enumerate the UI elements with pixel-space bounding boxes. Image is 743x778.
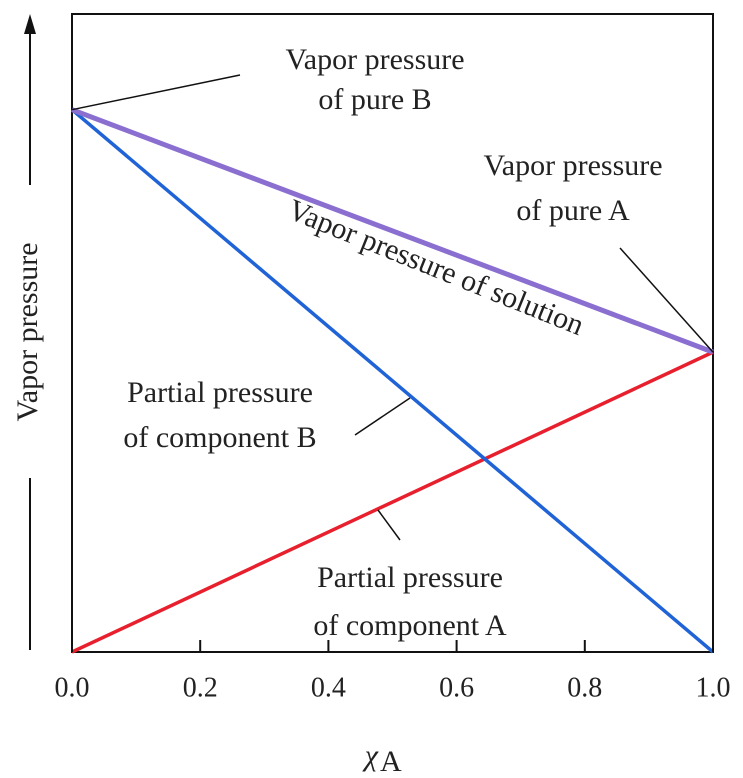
x-tick-label: 1.0 [696,672,731,703]
x-tick-label: 0.6 [439,672,474,703]
x-tick-label: 0.8 [567,672,602,703]
x-axis-label: χ [362,739,379,772]
leader-line [354,397,411,436]
leader-line [619,247,714,353]
annotation: of pure A [516,194,630,227]
x-tick-label: 0.4 [311,672,346,703]
series-line [71,107,714,355]
y-axis-label: Vapor pressure [11,242,44,421]
series-line [70,108,715,654]
series-label: of component A [313,609,507,642]
plot-frame [71,13,714,653]
leader-line [71,74,241,111]
annotation: Vapor pressure [483,149,662,182]
x-tick-label: 0.2 [183,672,218,703]
series-label: of component B [123,421,316,454]
x-axis-label-sub: A [380,745,402,778]
series-label: Partial pressure [127,376,313,409]
series-line [71,350,714,654]
series-label: Partial pressure [317,561,503,594]
annotation: of pure B [318,83,431,116]
leader-line [377,509,401,541]
x-tick-label: 0.0 [55,672,90,703]
annotation: Vapor pressure [285,43,464,76]
y-axis-arrowhead [24,14,36,34]
